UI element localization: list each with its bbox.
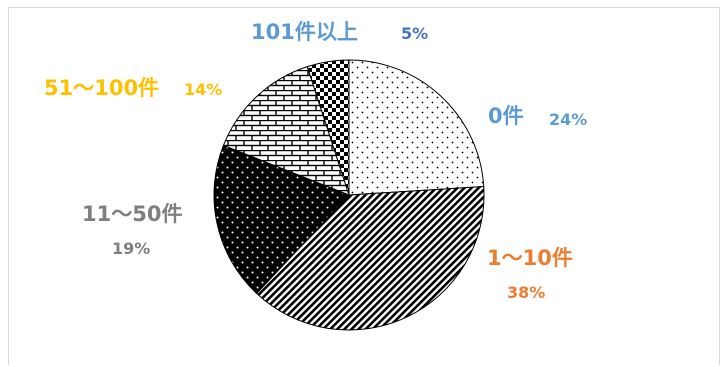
percent-label-4: 5% (401, 24, 429, 43)
percent-label-0: 24% (549, 110, 588, 129)
category-label-4: 101件以上 (251, 20, 358, 44)
pie-slice-1 (255, 185, 485, 331)
percent-label-1: 38% (507, 283, 546, 302)
category-label-3: 51～100件 (44, 76, 160, 100)
pie-slice-2 (213, 144, 350, 295)
pie-slice-0 (348, 59, 485, 196)
percent-label-3: 14% (184, 80, 223, 99)
chart-frame (8, 7, 720, 365)
percent-label-2: 19% (112, 239, 151, 258)
category-label-1: 1～10件 (487, 246, 573, 270)
pie-slice-4 (306, 59, 350, 196)
category-label-2: 11～50件 (82, 202, 183, 226)
category-label-0: 0件 (488, 104, 524, 128)
